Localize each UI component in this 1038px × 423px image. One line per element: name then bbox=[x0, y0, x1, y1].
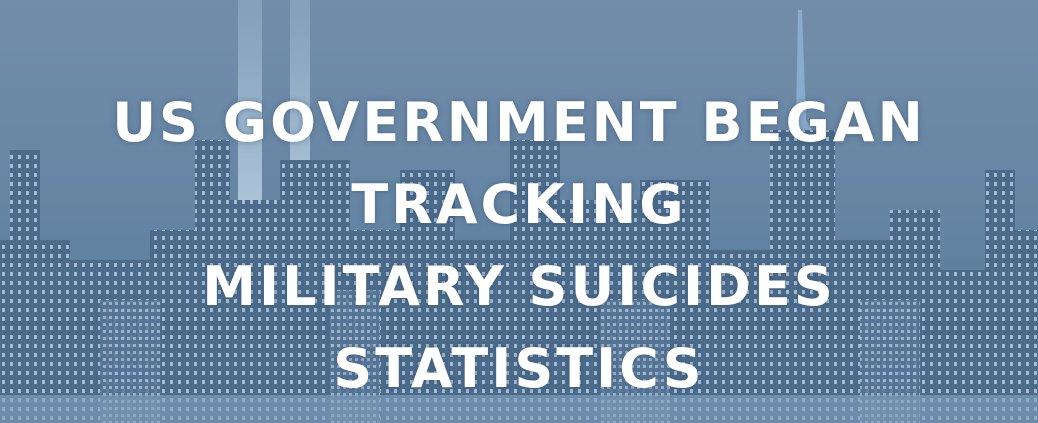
heading: US GOVERNMENT BEGAN TRACKING MILITARY SU… bbox=[0, 0, 1038, 410]
heading-line: MILITARY SUICIDES bbox=[0, 246, 1038, 328]
heading-line: US GOVERNMENT BEGAN bbox=[0, 82, 1038, 164]
heading-line: STATISTICS bbox=[0, 328, 1038, 410]
hero-banner: US GOVERNMENT BEGAN TRACKING MILITARY SU… bbox=[0, 0, 1038, 423]
heading-line: TRACKING bbox=[0, 164, 1038, 246]
